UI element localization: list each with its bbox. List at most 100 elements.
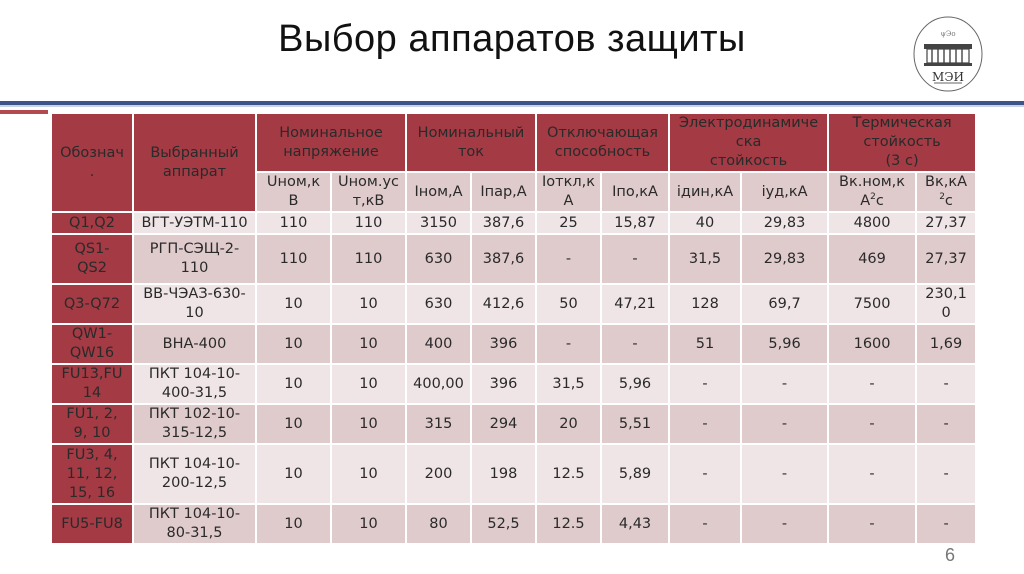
- device-cell: ПКТ 102-10- 315-12,5: [132, 403, 257, 445]
- value-cell: 387,6: [469, 233, 538, 285]
- value-cell: 25: [535, 211, 603, 235]
- device-cell: ВВ-ЧЭАЗ-630- 10: [132, 283, 257, 325]
- device-cell: РГП-СЭЩ-2- 110: [132, 233, 257, 285]
- value-cell: 110: [255, 233, 332, 285]
- value-cell: 10: [330, 443, 407, 505]
- value-cell: -: [668, 403, 743, 445]
- value-cell: 198: [469, 443, 538, 505]
- device-cell: ПКТ 104-10- 200-12,5: [132, 443, 257, 505]
- header-thermal-strength: Термическая стойкость (3 с): [827, 112, 978, 173]
- value-cell: -: [915, 503, 978, 545]
- value-cell: 110: [255, 211, 332, 235]
- header-rated-voltage: Номинальное напряжение: [255, 112, 407, 173]
- value-cell: 315: [405, 403, 472, 445]
- table-row: FU3, 4, 11, 12, 15, 16 ПКТ 104-10- 200-12,5…: [50, 443, 978, 505]
- page-number: 6: [945, 545, 956, 565]
- table-row: FU5-FU8 ПКТ 104-10- 80-31,5 10 10 80 52,5…: [50, 503, 978, 545]
- value-cell: 51: [668, 323, 743, 365]
- value-cell: 396: [469, 363, 538, 405]
- value-cell: 387,6: [469, 211, 538, 235]
- subheader-i-din: iдин,кА: [668, 171, 743, 213]
- value-cell: -: [600, 233, 671, 285]
- subheader-bk: Вк,кА 2с: [915, 171, 978, 213]
- value-cell: 10: [255, 323, 332, 365]
- value-cell: 29,83: [740, 233, 830, 285]
- value-cell: -: [740, 363, 830, 405]
- value-cell: 10: [330, 363, 407, 405]
- value-cell: -: [535, 323, 603, 365]
- designation-cell: FU5-FU8: [50, 503, 134, 545]
- value-cell: 200: [405, 443, 472, 505]
- value-cell: 10: [330, 283, 407, 325]
- value-cell: -: [827, 503, 918, 545]
- value-cell: 294: [469, 403, 538, 445]
- subheader-i-nom: Iном,А: [405, 171, 472, 213]
- value-cell: 69,7: [740, 283, 830, 325]
- table-row: QW1- QW16 ВНА-400 10 10 400 396 - - 51 5,…: [50, 323, 978, 365]
- subheader-i-par: Iпар,А: [469, 171, 538, 213]
- slide-title: Выбор аппаратов защиты: [278, 18, 746, 60]
- table-row: Q3-Q72 ВВ-ЧЭАЗ-630- 10 10 10 630 412,6 50…: [50, 283, 978, 325]
- table-row: QS1- QS2 РГП-СЭЩ-2- 110 110 110 630 387,6 …: [50, 233, 978, 285]
- value-cell: 5,96: [600, 363, 671, 405]
- value-cell: -: [740, 443, 830, 505]
- value-cell: 10: [255, 443, 332, 505]
- value-cell: 10: [330, 323, 407, 365]
- table-row: Q1,Q2 ВГТ-УЭТМ-110 110 110 3150 387,6 25…: [50, 211, 978, 235]
- header-divider-blue: [0, 101, 1024, 105]
- value-cell: 110: [330, 233, 407, 285]
- subheader-i-ud: iуд,кА: [740, 171, 830, 213]
- value-cell: 630: [405, 283, 472, 325]
- value-cell: -: [827, 443, 918, 505]
- value-cell: 12.5: [535, 503, 603, 545]
- designation-cell: FU3, 4, 11, 12, 15, 16: [50, 443, 134, 505]
- value-cell: 3150: [405, 211, 472, 235]
- value-cell: -: [740, 403, 830, 445]
- designation-cell: Q3-Q72: [50, 283, 134, 325]
- value-cell: 10: [330, 403, 407, 445]
- value-cell: 29,83: [740, 211, 830, 235]
- header-device: Выбранный аппарат: [132, 112, 257, 213]
- value-cell: 12.5: [535, 443, 603, 505]
- value-cell: 31,5: [535, 363, 603, 405]
- protection-devices-table: Обознач. Выбранный аппарат Номинальное нап…: [50, 112, 978, 545]
- svg-text:ψЭо: ψЭо: [940, 30, 955, 38]
- device-cell: ВНА-400: [132, 323, 257, 365]
- value-cell: 20: [535, 403, 603, 445]
- mei-logo-icon: ψЭо МЭИ: [913, 16, 983, 92]
- value-cell: 10: [255, 503, 332, 545]
- group-header-row: Обознач. Выбранный аппарат Номинальное нап…: [50, 112, 978, 213]
- value-cell: 5,96: [740, 323, 830, 365]
- value-cell: -: [668, 363, 743, 405]
- value-cell: 52,5: [469, 503, 538, 545]
- device-cell: ПКТ 104-10- 80-31,5: [132, 503, 257, 545]
- value-cell: 10: [255, 363, 332, 405]
- value-cell: 7500: [827, 283, 918, 325]
- value-cell: 15,87: [600, 211, 671, 235]
- value-cell: 630: [405, 233, 472, 285]
- table-row: FU1, 2, 9, 10 ПКТ 102-10- 315-12,5 10 10 3…: [50, 403, 978, 445]
- svg-text:МЭИ: МЭИ: [932, 70, 964, 84]
- value-cell: -: [668, 443, 743, 505]
- subheader-u-nom-ust: Uном.ус т,кВ: [330, 171, 407, 213]
- value-cell: -: [535, 233, 603, 285]
- device-cell: ВГТ-УЭТМ-110: [132, 211, 257, 235]
- value-cell: 50: [535, 283, 603, 325]
- subheader-u-nom: Uном,к В: [255, 171, 332, 213]
- value-cell: -: [740, 503, 830, 545]
- value-cell: 400: [405, 323, 472, 365]
- value-cell: 5,89: [600, 443, 671, 505]
- value-cell: 27,37: [915, 233, 978, 285]
- subheader-bk-nom: Вк.ном,к А2с: [827, 171, 918, 213]
- value-cell: -: [915, 443, 978, 505]
- value-cell: -: [827, 363, 918, 405]
- designation-cell: QS1- QS2: [50, 233, 134, 285]
- value-cell: -: [915, 403, 978, 445]
- value-cell: 400,00: [405, 363, 472, 405]
- designation-cell: Q1,Q2: [50, 211, 134, 235]
- value-cell: 110: [330, 211, 407, 235]
- value-cell: 80: [405, 503, 472, 545]
- value-cell: 27,37: [915, 211, 978, 235]
- value-cell: 10: [330, 503, 407, 545]
- value-cell: 40: [668, 211, 743, 235]
